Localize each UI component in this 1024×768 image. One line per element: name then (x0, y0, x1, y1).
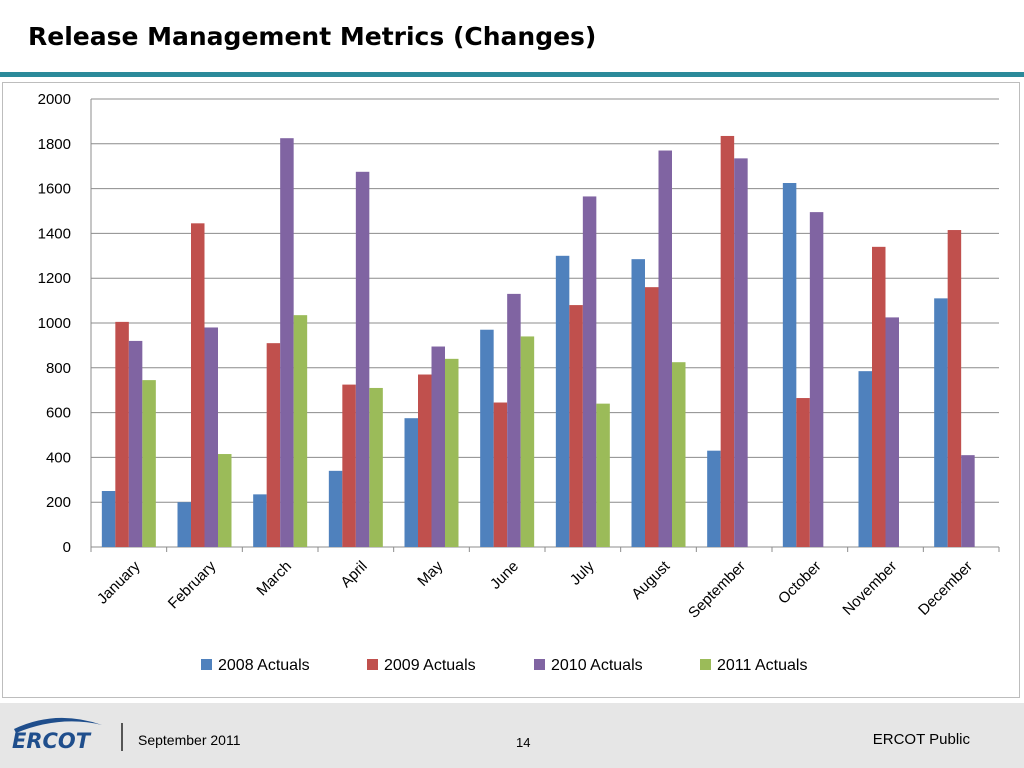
bar (204, 327, 218, 547)
bar (720, 135, 735, 547)
footer-bar: ERCOT September 2011 14 ERCOT Public (0, 703, 1024, 768)
bar (418, 374, 432, 547)
legend-swatch (367, 659, 378, 670)
bar (520, 336, 535, 547)
legend-label: 2009 Actuals (384, 657, 476, 674)
bar (782, 183, 797, 547)
bar (885, 317, 899, 547)
page-number: 14 (516, 735, 531, 750)
bar (142, 380, 156, 547)
logo-divider (121, 723, 123, 751)
footer-date: September 2011 (138, 732, 241, 748)
bar (809, 212, 824, 547)
y-tick-label: 800 (46, 360, 71, 377)
legend-label: 2011 Actuals (717, 657, 807, 674)
bar (101, 491, 116, 547)
classification-label: ERCOT Public (872, 731, 970, 748)
bar (961, 455, 975, 547)
y-tick-label: 600 (46, 405, 71, 422)
y-tick-label: 1200 (38, 270, 71, 287)
x-tick-label: October (775, 558, 825, 608)
x-tick-label: September (685, 558, 749, 622)
legend-swatch (700, 659, 711, 670)
x-tick-label: March (253, 558, 294, 599)
bar (734, 158, 748, 548)
bar (658, 150, 672, 547)
bar (858, 371, 872, 547)
legend-label: 2010 Actuals (551, 657, 643, 674)
bar (404, 418, 418, 547)
slide-title: Release Management Metrics (Changes) (28, 22, 597, 51)
legend-swatch (201, 659, 212, 670)
bar (596, 403, 610, 547)
bar (293, 315, 308, 547)
x-tick-label: July (567, 557, 598, 588)
y-tick-label: 1800 (38, 136, 71, 153)
title-underline-rule (0, 72, 1024, 77)
bar (253, 494, 267, 547)
bar (672, 362, 686, 547)
x-tick-label: December (915, 558, 976, 619)
bar (555, 255, 570, 548)
y-tick-label: 1000 (38, 315, 71, 332)
bar (328, 470, 343, 547)
x-tick-label: August (628, 557, 674, 603)
bar-chart: 0 200 400 600 800 1000 1200 1400 1600 1800 2000 Jan… (38, 91, 1000, 674)
bar (342, 384, 356, 547)
bar (480, 329, 494, 547)
bar (507, 293, 521, 547)
bar (191, 223, 205, 547)
logo-text: ERCOT (12, 729, 92, 753)
bar (369, 387, 383, 547)
x-tick-label: February (165, 557, 220, 612)
bar (218, 454, 232, 547)
bar (431, 346, 445, 547)
bar (934, 298, 948, 547)
bar (796, 398, 810, 547)
bar (355, 171, 370, 548)
bar (445, 358, 459, 547)
bar (645, 287, 659, 547)
bar (582, 196, 597, 547)
x-tick-label: May (414, 557, 446, 589)
bar (280, 138, 294, 547)
bar (493, 402, 508, 547)
bar (707, 450, 721, 547)
y-tick-label: 0 (63, 539, 71, 556)
bar (177, 502, 191, 547)
y-tick-label: 400 (46, 449, 71, 466)
y-tick-label: 1400 (38, 225, 71, 242)
bar (947, 230, 962, 548)
chart-frame: 0 200 400 600 800 1000 1200 1400 1600 1800 2000 Jan… (2, 82, 1020, 698)
bar (872, 246, 886, 547)
legend-label: 2008 Actuals (218, 657, 310, 674)
y-tick-label: 1600 (38, 181, 71, 198)
legend-swatch (534, 659, 545, 670)
bar (266, 343, 281, 547)
bar (569, 305, 583, 547)
x-tick-label: April (337, 558, 370, 591)
bar (631, 259, 645, 547)
bar (115, 321, 129, 547)
y-tick-label: 2000 (38, 91, 71, 108)
x-tick-label: June (487, 558, 522, 593)
y-tick-label: 200 (46, 494, 71, 511)
ercot-logo: ERCOT (12, 717, 102, 753)
bar (128, 340, 143, 547)
x-tick-label: January (94, 557, 144, 607)
x-tick-label: November (839, 558, 900, 619)
